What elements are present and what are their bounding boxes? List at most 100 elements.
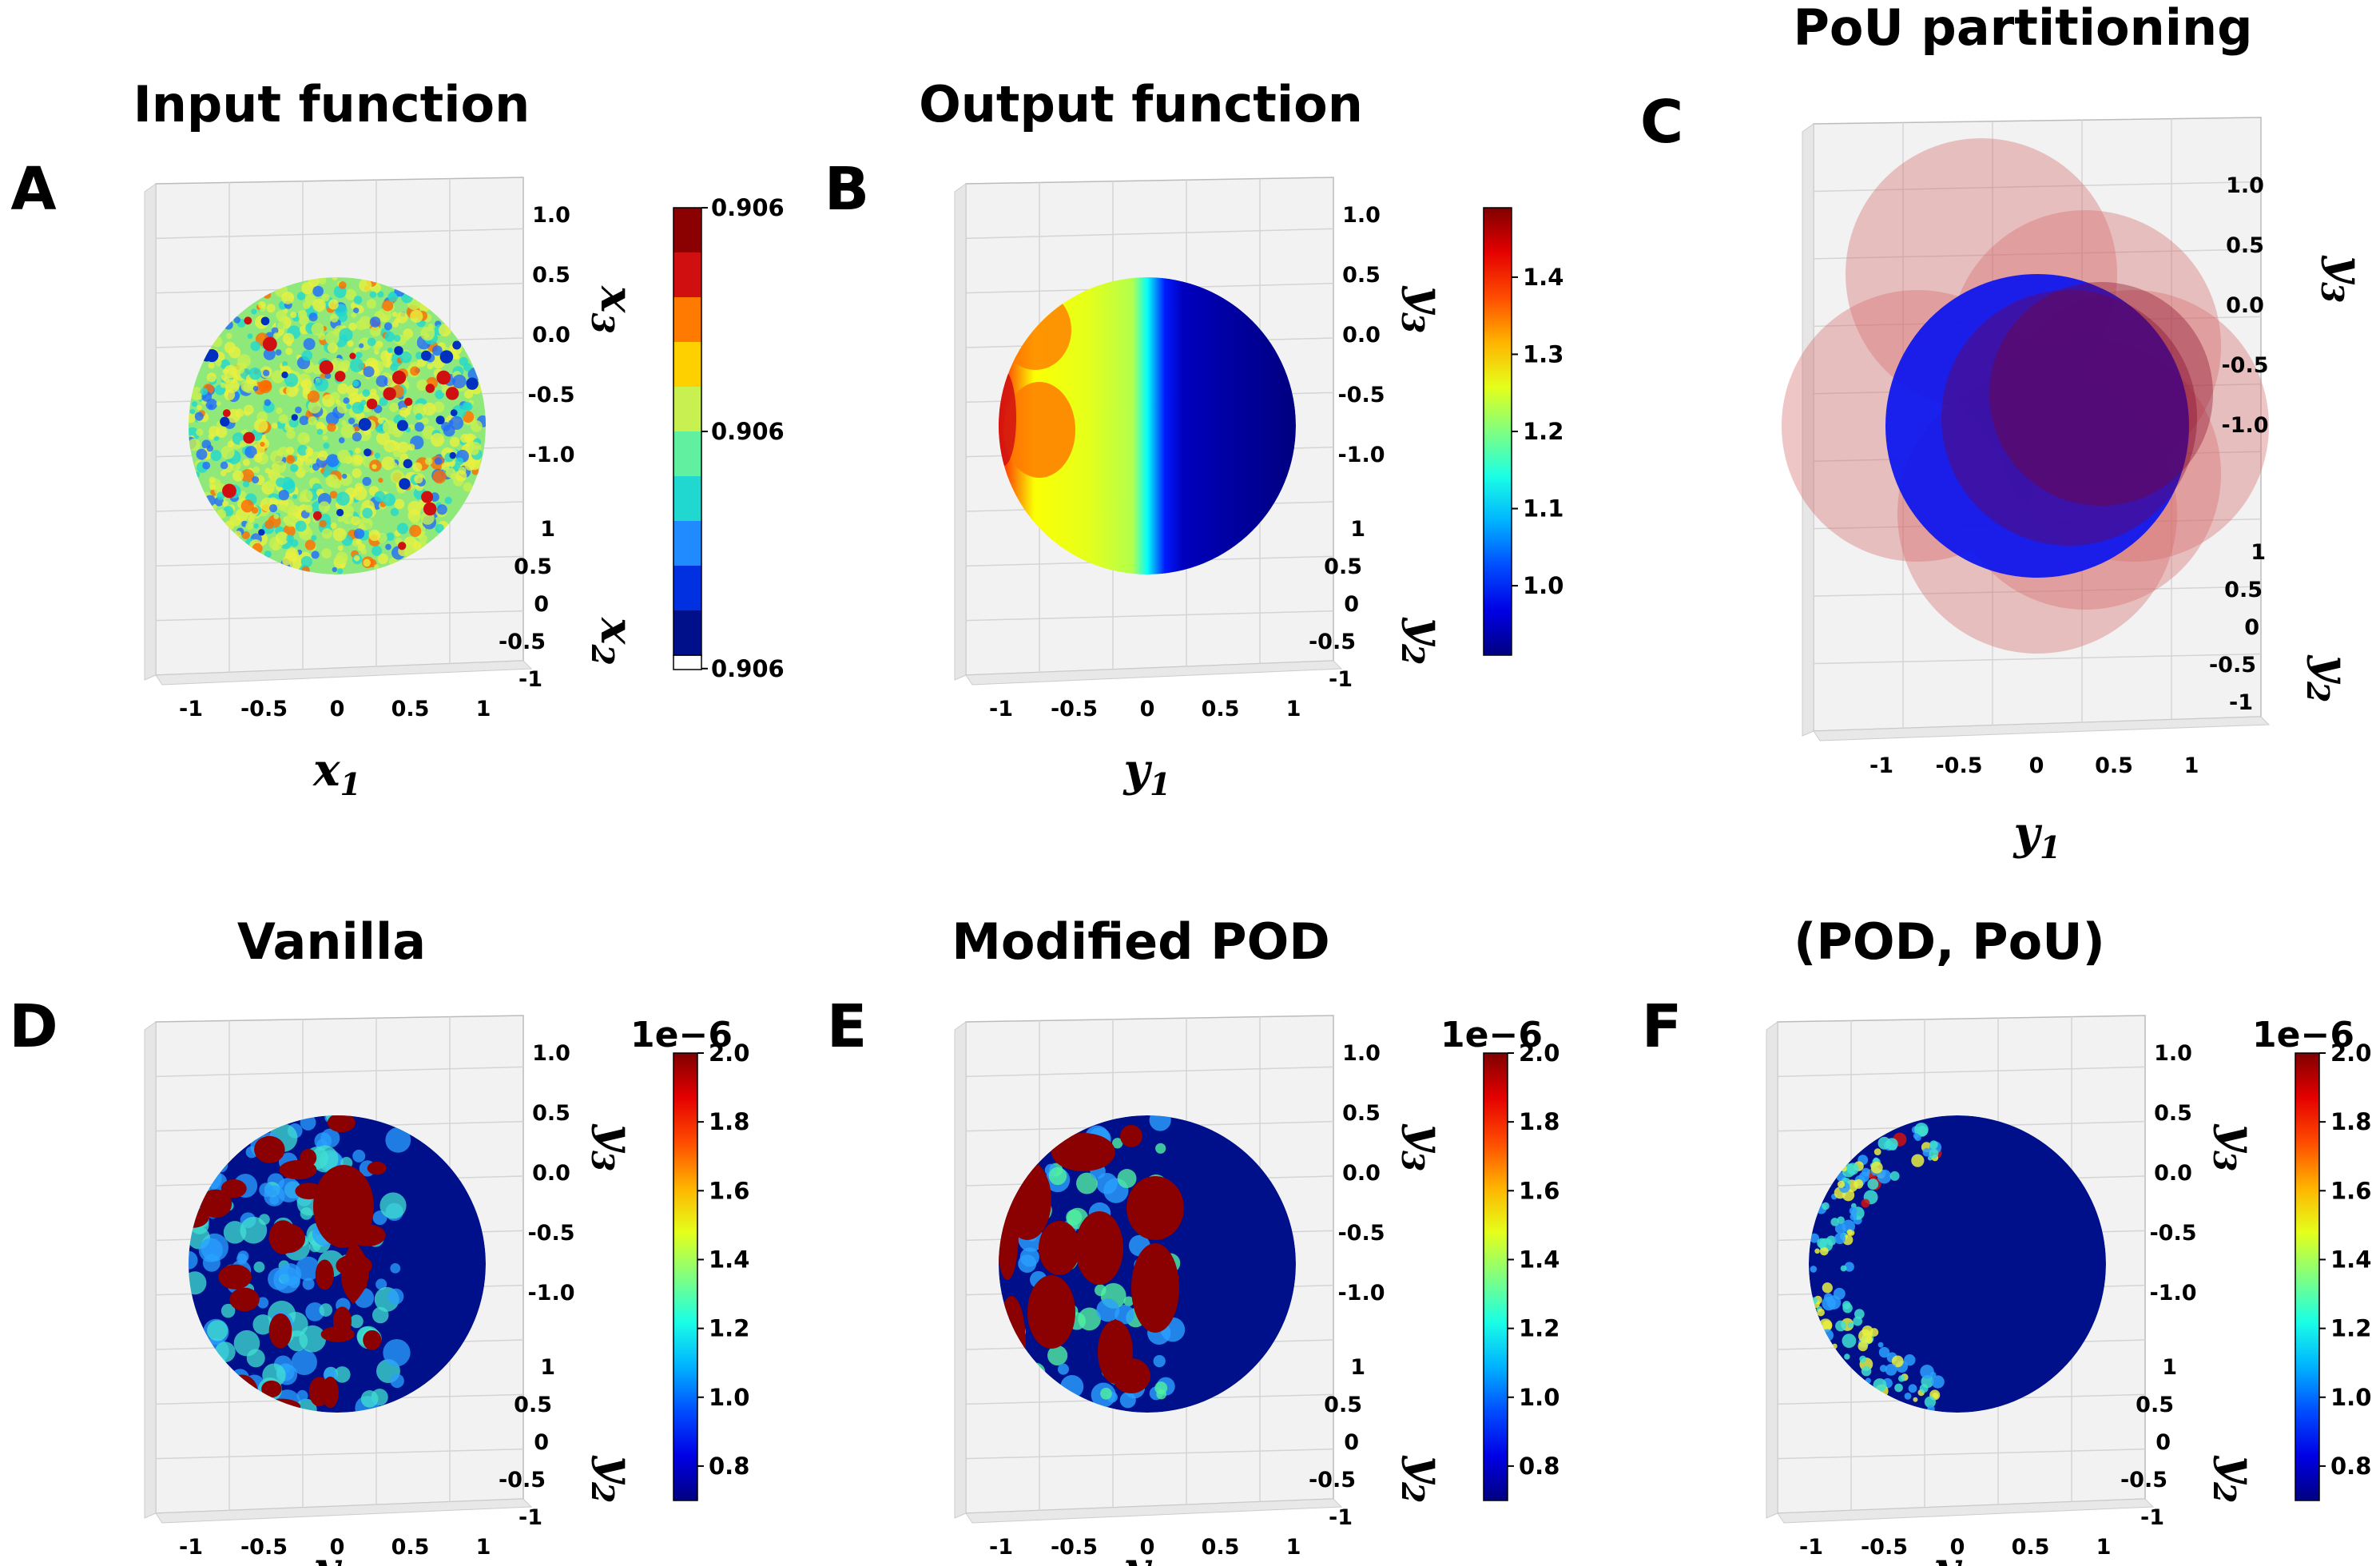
noise-spot bbox=[352, 467, 362, 479]
sphere-surface bbox=[999, 1115, 1296, 1413]
noise-spot bbox=[410, 309, 423, 323]
noise-spot bbox=[323, 442, 330, 449]
z-tick-label: -1.0 bbox=[2149, 1281, 2196, 1306]
z-tick-label: 1.0 bbox=[532, 203, 570, 228]
axis-ticks: -1 -0.5 0 0.5 1 1.0 0.5 0.0 -0.5 -1.0 1 0.5 0 -0.5 -1 bbox=[989, 203, 1385, 721]
y-tick-label: 1 bbox=[2251, 540, 2266, 565]
noise-spot bbox=[308, 416, 317, 426]
error-spot bbox=[1019, 1247, 1039, 1267]
noise-spot bbox=[332, 277, 338, 280]
y-axis-label: y2 bbox=[2207, 1455, 2265, 1504]
noise-spot bbox=[322, 435, 328, 441]
error-spot bbox=[375, 1278, 387, 1290]
noise-spot bbox=[422, 417, 429, 425]
error-spot bbox=[1814, 1248, 1820, 1254]
error-spot bbox=[1822, 1202, 1830, 1210]
noise-spot bbox=[441, 422, 451, 431]
noise-spot bbox=[410, 366, 419, 376]
colorbar-tick-label: 1.4 bbox=[1519, 1246, 1560, 1273]
noise-spot bbox=[220, 416, 230, 427]
error-spot bbox=[1924, 1396, 1937, 1408]
noise-spot bbox=[325, 411, 340, 426]
colorbar-exponent: 1e−6 bbox=[630, 1015, 733, 1055]
noise-spot bbox=[208, 362, 215, 369]
panel-letter: A bbox=[10, 155, 56, 224]
error-spot bbox=[1929, 1140, 1938, 1150]
x-tick-label: -1 bbox=[179, 1535, 203, 1560]
noise-spot bbox=[264, 399, 272, 407]
error-blob bbox=[313, 1165, 374, 1248]
error-spot bbox=[1154, 1381, 1168, 1395]
noise-spot bbox=[360, 548, 368, 555]
noise-spot bbox=[410, 515, 419, 524]
noise-spot bbox=[276, 310, 287, 321]
z-tick-label: -0.5 bbox=[2221, 353, 2268, 378]
noise-spot bbox=[319, 360, 334, 375]
gridline-y bbox=[1813, 586, 2262, 597]
noise-spot bbox=[272, 332, 280, 340]
colorbar: 0.906 0.906 0.906 bbox=[673, 194, 785, 682]
noise-spot bbox=[285, 384, 299, 397]
noise-spot bbox=[260, 441, 265, 447]
noise-spot bbox=[290, 463, 299, 472]
sphere-base bbox=[999, 277, 1296, 574]
noise-spot bbox=[416, 379, 428, 391]
z-tick-label: 1.0 bbox=[532, 1041, 570, 1066]
pane-floor bbox=[1777, 1498, 2155, 1524]
noise-spot bbox=[327, 342, 338, 353]
noise-spot bbox=[339, 328, 353, 342]
error-blob bbox=[1039, 1221, 1080, 1275]
noise-spot bbox=[369, 291, 377, 298]
z-tick-label: 0.0 bbox=[2154, 1161, 2192, 1186]
error-spot bbox=[1833, 1287, 1846, 1300]
noise-spot bbox=[412, 403, 427, 417]
noise-spot bbox=[372, 285, 379, 292]
noise-spot bbox=[189, 438, 201, 451]
error-spot bbox=[1840, 1265, 1847, 1272]
noise-spot bbox=[298, 495, 305, 503]
error-spot bbox=[1889, 1171, 1900, 1181]
z-tick-label: -0.5 bbox=[1337, 1221, 1385, 1246]
noise-spot bbox=[337, 516, 344, 523]
y-tick-label: 0.5 bbox=[514, 1393, 552, 1417]
z-tick-label: 0.0 bbox=[532, 323, 570, 348]
noise-spot bbox=[307, 390, 320, 403]
noise-spot bbox=[330, 392, 340, 402]
noise-spot bbox=[197, 404, 202, 411]
error-spot bbox=[383, 1338, 411, 1367]
noise-spot bbox=[209, 483, 217, 491]
noise-spot bbox=[300, 380, 308, 388]
noise-spot bbox=[338, 437, 345, 443]
noise-spot bbox=[464, 434, 473, 443]
noise-spot bbox=[321, 528, 332, 539]
noise-spot bbox=[296, 292, 306, 300]
noise-spot bbox=[319, 277, 327, 285]
noise-spot bbox=[299, 315, 309, 326]
noise-spot bbox=[414, 422, 424, 432]
error-spot bbox=[291, 1349, 317, 1376]
noise-spot bbox=[359, 279, 372, 292]
colorbar: 2.0 1.8 1.6 1.4 1.2 1.0 0.8 1e−6 bbox=[1440, 1015, 1560, 1501]
noise-spot bbox=[377, 308, 392, 323]
noise-spot bbox=[304, 539, 316, 550]
noise-spot bbox=[300, 457, 305, 463]
error-blob bbox=[254, 1135, 285, 1163]
x-tick-label: 1 bbox=[1286, 1535, 1301, 1560]
error-spot bbox=[1066, 1209, 1083, 1226]
error-blob bbox=[1131, 1243, 1179, 1333]
y-tick-label: 0.5 bbox=[1324, 1393, 1362, 1417]
error-spot bbox=[1904, 1353, 1916, 1366]
z-tick-label: 0.5 bbox=[532, 1101, 570, 1126]
noise-spot bbox=[196, 428, 204, 436]
noise-spot bbox=[364, 448, 372, 457]
hot-spot bbox=[1003, 382, 1075, 478]
error-spot bbox=[296, 1389, 308, 1401]
noise-spot bbox=[215, 360, 222, 367]
noise-spot bbox=[398, 542, 407, 550]
noise-spot bbox=[316, 428, 324, 435]
error-spot bbox=[385, 1127, 411, 1153]
error-blob bbox=[321, 1376, 339, 1409]
noise-spot bbox=[327, 475, 334, 483]
error-spot bbox=[253, 1261, 265, 1273]
error-spot bbox=[1822, 1282, 1833, 1294]
